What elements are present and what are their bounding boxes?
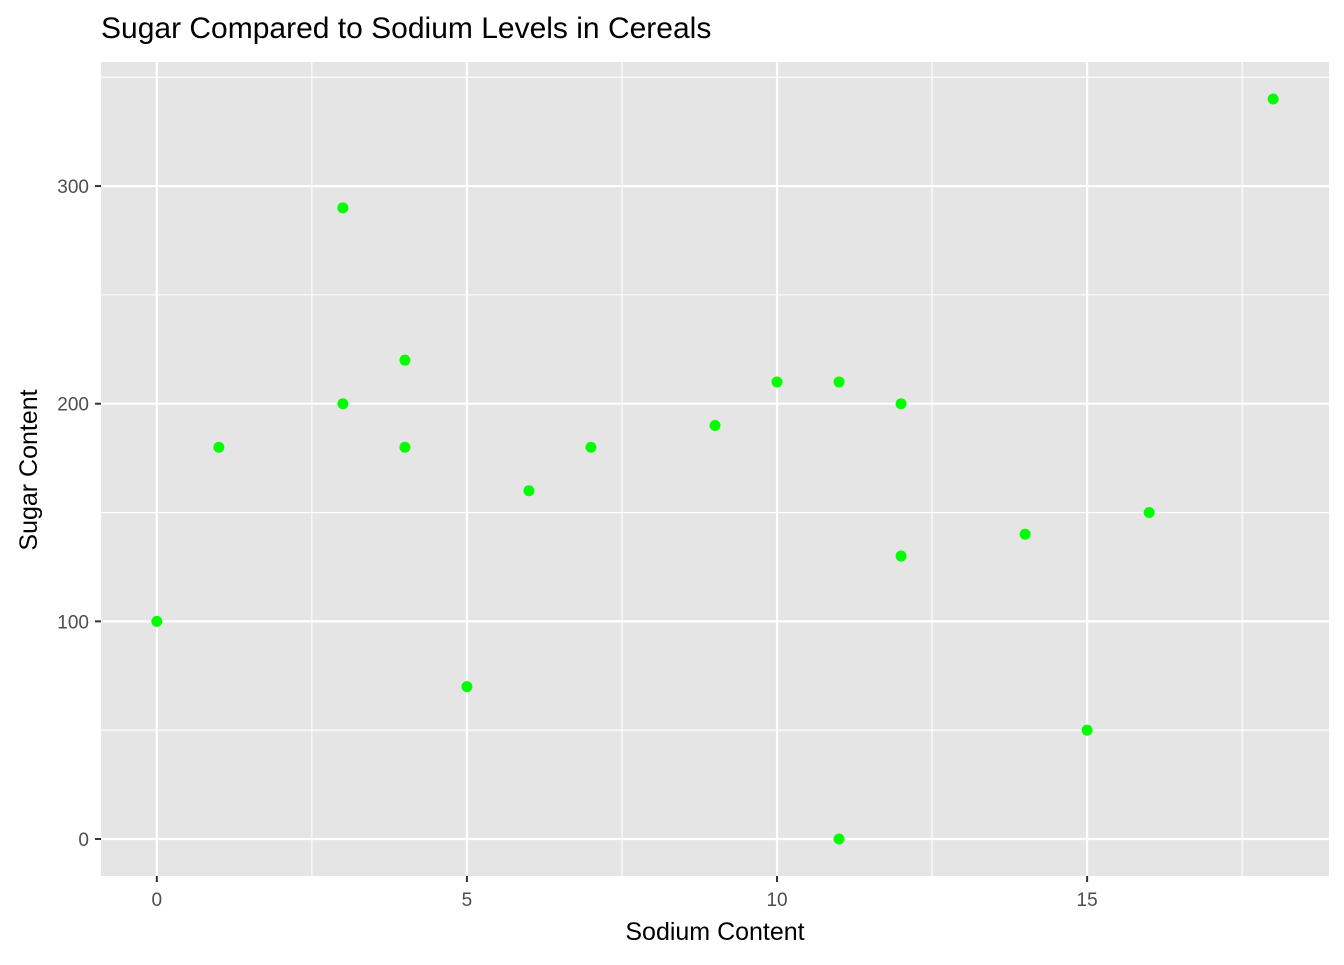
data-point	[833, 833, 845, 845]
x-tick-label: 0	[152, 890, 163, 911]
data-point	[523, 485, 535, 497]
y-tick-label: 300	[57, 177, 89, 198]
data-point	[461, 681, 473, 693]
data-point	[771, 376, 783, 388]
y-axis-title: Sugar Content	[15, 389, 43, 550]
data-point	[1267, 93, 1279, 105]
tick-labels: 0 5 10 15 0 100 200 300	[57, 177, 1097, 911]
axis-ticks	[95, 185, 1089, 882]
data-point	[585, 441, 597, 453]
data-point	[213, 441, 225, 453]
data-point	[1143, 507, 1155, 519]
y-tick-label: 200	[57, 395, 89, 416]
data-point	[337, 398, 349, 410]
data-points	[151, 93, 1279, 845]
gridlines	[101, 62, 1329, 876]
x-tick-label: 15	[1077, 890, 1098, 911]
x-axis-title: Sodium Content	[625, 918, 804, 946]
data-point	[709, 419, 721, 431]
data-point	[399, 354, 411, 366]
data-point	[895, 398, 907, 410]
data-point	[151, 615, 163, 627]
data-point	[1081, 724, 1093, 736]
data-point	[895, 550, 907, 562]
data-point	[337, 202, 349, 214]
y-tick-label: 100	[57, 612, 89, 633]
x-tick-label: 5	[462, 890, 473, 911]
data-point	[399, 441, 411, 453]
y-tick-label: 0	[78, 830, 89, 851]
chart-title: Sugar Compared to Sodium Levels in Cerea…	[101, 12, 711, 45]
plot-panel	[101, 62, 1329, 876]
x-tick-label: 10	[766, 890, 787, 911]
data-point	[833, 376, 845, 388]
data-point	[1019, 528, 1031, 540]
